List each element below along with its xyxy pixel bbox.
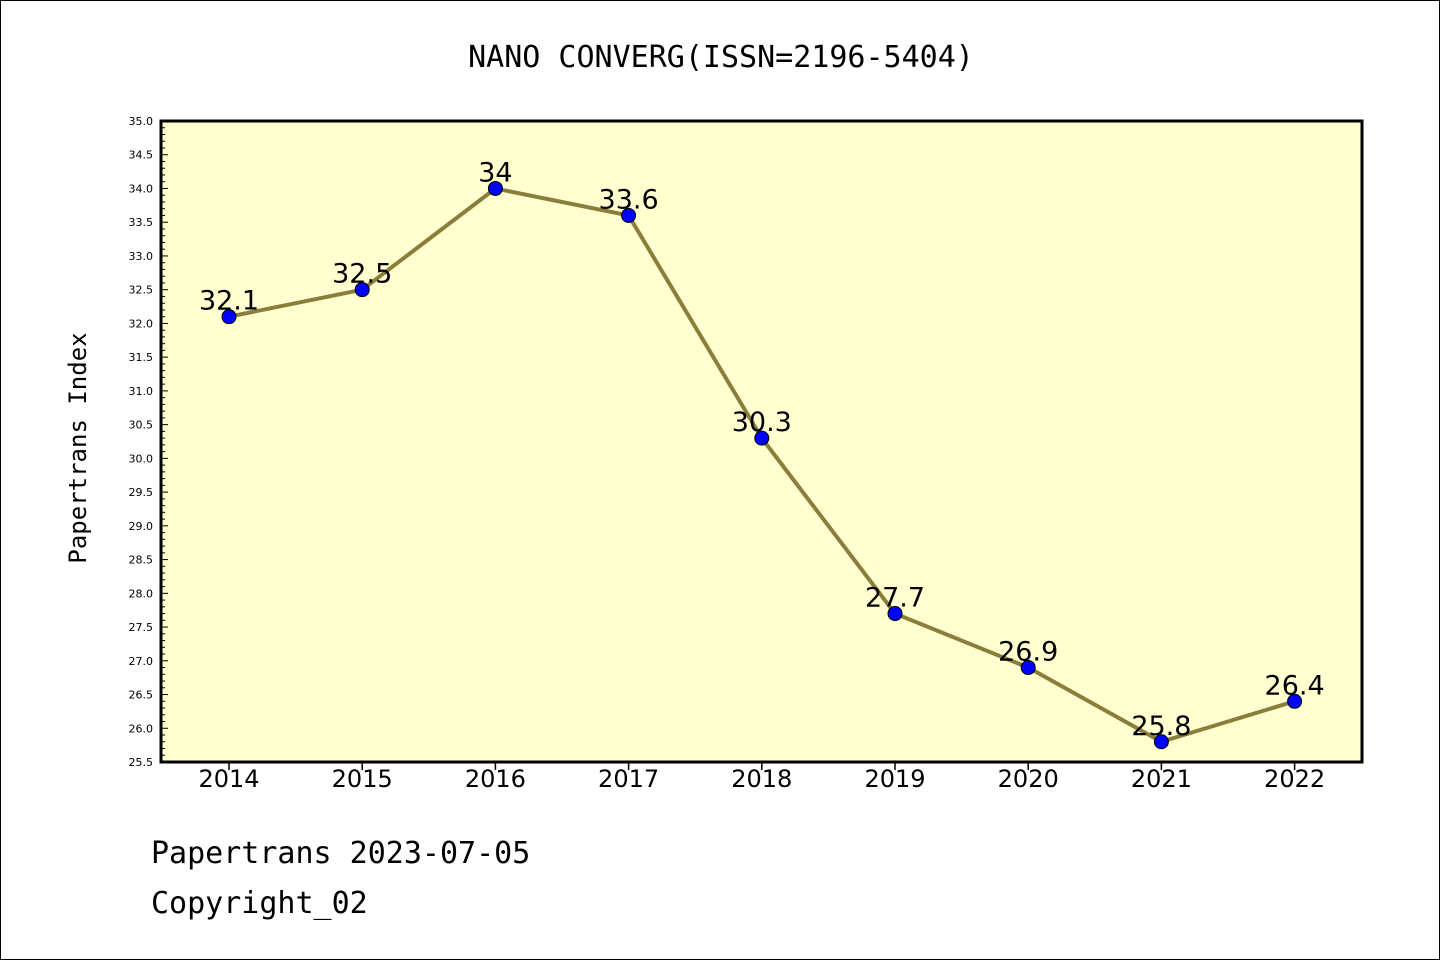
data-point — [1153, 734, 1169, 750]
y-tick-label: 34.5 — [129, 149, 154, 162]
data-point — [487, 180, 503, 196]
x-tick-label: 2015 — [332, 765, 393, 793]
y-tick-label: 30.0 — [129, 452, 154, 465]
y-tick-label: 26.0 — [129, 722, 154, 735]
y-tick-label: 32.0 — [129, 317, 154, 330]
y-tick-label: 33.0 — [129, 250, 154, 263]
y-tick-label: 29.0 — [129, 520, 154, 533]
data-point — [221, 309, 237, 325]
y-tick-label: 28.5 — [129, 554, 154, 567]
y-tick-label: 32.5 — [129, 284, 154, 297]
y-tick-label: 35.0 — [129, 115, 154, 128]
x-tick-label: 2018 — [731, 765, 792, 793]
data-point — [887, 606, 903, 622]
x-tick-label: 2017 — [598, 765, 659, 793]
data-point — [621, 207, 637, 223]
y-tick-label: 29.5 — [129, 486, 154, 499]
y-tick-label: 31.0 — [129, 385, 154, 398]
footer-copyright: Copyright_02 — [151, 886, 368, 921]
y-tick-label: 27.5 — [129, 621, 154, 634]
y-tick-label: 33.5 — [129, 216, 154, 229]
y-tick-label: 26.5 — [129, 689, 154, 702]
x-tick-label: 2022 — [1264, 765, 1325, 793]
y-tick-label: 27.0 — [129, 655, 154, 668]
y-tick-label: 34.0 — [129, 182, 154, 195]
y-tick-label: 31.5 — [129, 351, 154, 364]
chart-title: NANO CONVERG(ISSN=2196-5404) — [468, 40, 974, 75]
chart-marks: 25.5 26.0 26.5 27.0 27.5 28.0 28.5 29.0 29.5 30.0… — [129, 115, 1326, 793]
x-tick-label: 2021 — [1131, 765, 1192, 793]
x-tick-label: 2019 — [864, 765, 925, 793]
data-point — [1287, 693, 1303, 709]
x-tick-label: 2016 — [465, 765, 526, 793]
data-point — [354, 282, 370, 298]
y-tick-label: 25.5 — [129, 756, 154, 769]
footer-date-line: Papertrans 2023-07-05 — [151, 836, 531, 871]
y-axis-label: Papertrans Index — [64, 332, 92, 563]
y-tick-label: 30.5 — [129, 419, 154, 432]
data-point — [1020, 660, 1036, 676]
data-point — [754, 430, 770, 446]
y-tick-label: 28.0 — [129, 587, 154, 600]
x-tick-label: 2014 — [198, 765, 259, 793]
x-tick-label: 2020 — [998, 765, 1059, 793]
